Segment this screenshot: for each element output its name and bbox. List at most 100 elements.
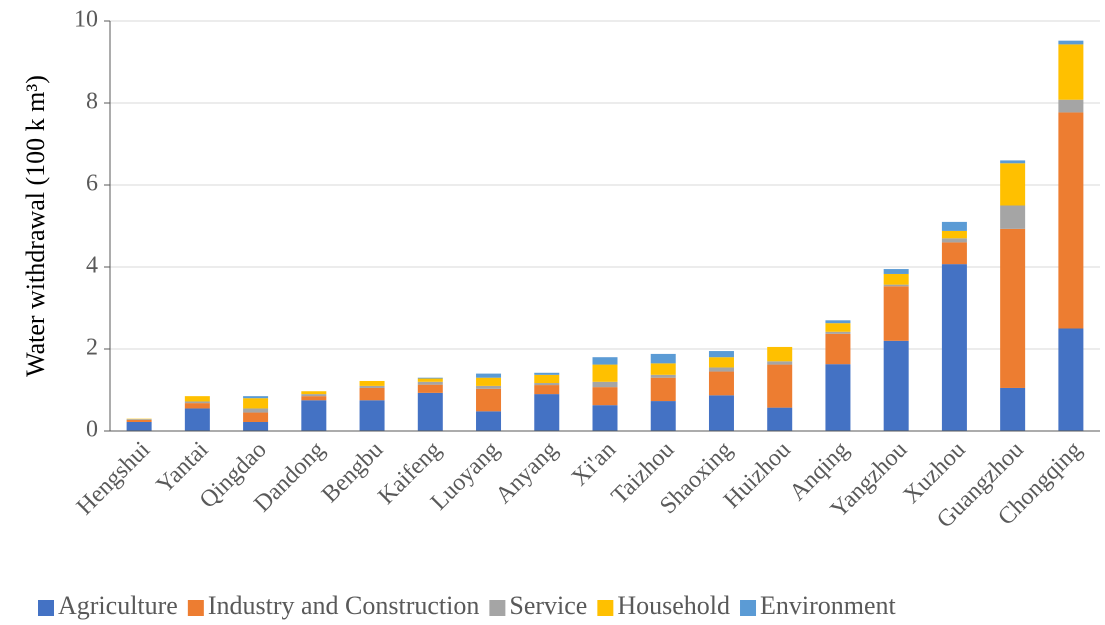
bar-segment [243, 412, 269, 422]
bar-segment [476, 373, 502, 378]
bar-segment [592, 364, 618, 382]
bar-segment [1000, 163, 1026, 206]
bar-segment [359, 380, 385, 386]
bar-segment [825, 331, 851, 334]
bar-segment [825, 320, 851, 324]
y-tick-label: 4 [86, 253, 98, 279]
legend-label: Industry and Construction [208, 591, 480, 620]
bar-segment [476, 411, 502, 431]
bar-segment [417, 378, 443, 382]
bar-segment [184, 396, 210, 402]
bar-segment [1058, 328, 1084, 431]
bar-segment [534, 394, 560, 431]
legend-swatch [187, 600, 204, 616]
bar-segment [1058, 44, 1084, 100]
bar-segment [650, 353, 676, 364]
bar-segment [301, 394, 327, 397]
bar-segment [359, 400, 385, 431]
bar-segment [592, 405, 618, 431]
bar-segment [126, 419, 152, 422]
bar-segment [767, 346, 793, 362]
bar-segment [126, 421, 152, 431]
legend-swatch [38, 600, 54, 616]
bar-segment [767, 361, 793, 365]
bar-segment [650, 374, 676, 378]
y-tick-label: 2 [86, 335, 98, 361]
bar-segment [534, 383, 560, 386]
bar-segment [417, 384, 443, 393]
bar-segment [883, 284, 909, 287]
bar-segment [708, 351, 734, 358]
bar-segment [184, 408, 210, 431]
bar-segment [184, 403, 210, 409]
bar-segment [301, 391, 327, 395]
bar-segment [941, 230, 967, 239]
bar-segment [476, 385, 502, 389]
bar-segment [1058, 40, 1084, 45]
legend-label: Service [509, 591, 587, 620]
bar-segment [301, 400, 327, 431]
bar-segment [476, 377, 502, 386]
bar-segment [301, 396, 327, 401]
x-tick-label: Anyang [491, 437, 563, 509]
bar-segment [534, 374, 560, 384]
bar-segment [1000, 228, 1026, 388]
bar-segment [650, 401, 676, 431]
bar-segment [825, 333, 851, 365]
bar-segment [708, 357, 734, 368]
bar-segment [708, 371, 734, 396]
bar-segment [1000, 160, 1026, 164]
bar-segment [359, 385, 385, 388]
bar-segment [417, 392, 443, 431]
y-tick-label: 6 [86, 171, 98, 197]
bar-segment [767, 407, 793, 431]
legend-label: Agriculture [58, 591, 178, 620]
bar-segment [243, 408, 269, 413]
bar-segment [708, 395, 734, 431]
bar-segment [592, 387, 618, 406]
bar-segment [650, 363, 676, 375]
x-tick-label: Bengbu [317, 437, 388, 508]
bar-segment [883, 286, 909, 341]
x-tick-label: Hengshui [72, 437, 156, 521]
y-tick-label: 10 [74, 7, 98, 33]
bar-segment [767, 364, 793, 408]
legend-swatch [740, 600, 757, 616]
legend-swatch [489, 600, 506, 616]
bar-segment [650, 377, 676, 402]
bar-segment [417, 381, 443, 385]
y-tick-label: 8 [86, 89, 98, 115]
bar-segment [883, 273, 909, 285]
bar-segment [359, 387, 385, 401]
bar-segment [243, 396, 269, 399]
bar-segment [1058, 99, 1084, 113]
bar-segment [184, 401, 210, 404]
bar-segment [476, 388, 502, 412]
bar-segment [534, 372, 560, 375]
bar-segment [941, 238, 967, 243]
y-tick-label: 0 [86, 417, 98, 443]
bar-segment [825, 364, 851, 431]
bar-segment [126, 419, 152, 420]
bar-segment [534, 385, 560, 395]
bar-segment [825, 323, 851, 332]
bar-segment [883, 340, 909, 431]
bar-segment [1000, 387, 1026, 431]
x-tick-label: Xi'an [567, 437, 621, 491]
bar-segment [941, 242, 967, 265]
legend-label: Environment [760, 591, 897, 620]
legend-label: Household [617, 591, 730, 620]
legend-swatch [597, 600, 614, 616]
bar-segment [417, 377, 443, 379]
bar-segment [941, 221, 967, 231]
bar-segment [243, 421, 269, 431]
bar-segment [243, 398, 269, 409]
bar-segment [592, 381, 618, 388]
bar-segment [592, 357, 618, 365]
bar-segment [708, 367, 734, 372]
y-axis-label: Water withdrawal (100 k m³) [21, 75, 50, 377]
bar-segment [1000, 205, 1026, 229]
bar-segment [883, 269, 909, 274]
bar-segment [941, 264, 967, 431]
